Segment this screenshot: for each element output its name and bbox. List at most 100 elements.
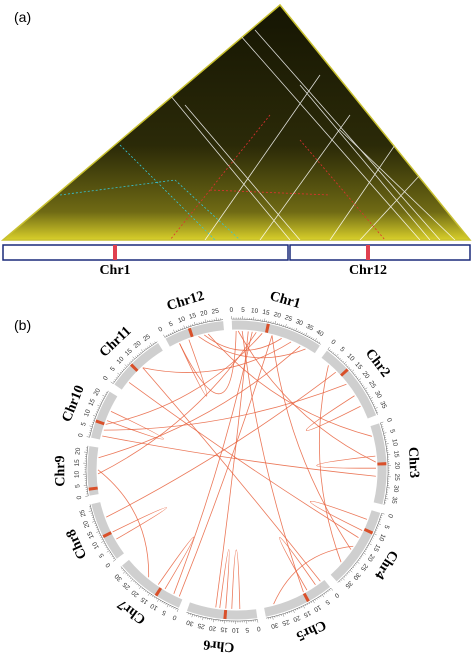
minor-tick: [140, 349, 144, 352]
minor-tick: [352, 566, 355, 568]
minor-tick: [264, 318, 266, 322]
minor-tick: [138, 586, 142, 590]
panel-label: (a): [14, 9, 31, 25]
minor-tick: [301, 606, 303, 609]
minor-tick: [348, 367, 351, 369]
synteny-link: [310, 500, 368, 531]
chromosome-ring: [321, 350, 377, 419]
tick-label: 25: [393, 473, 400, 481]
minor-tick: [295, 328, 298, 331]
minor-tick: [352, 372, 355, 374]
minor-tick: [99, 535, 101, 537]
tick-label: 35: [378, 400, 387, 410]
synteny-link: [106, 410, 164, 440]
tick-label: 0: [157, 326, 164, 334]
minor-tick: [104, 393, 107, 395]
minor-tick: [165, 334, 167, 337]
minor-tick: [169, 332, 171, 335]
tick-label: 35: [343, 579, 353, 589]
tick-label: 15: [392, 450, 400, 458]
tick-label: 5: [388, 429, 396, 435]
tick-label: 25: [121, 580, 131, 590]
tick-label: 10: [312, 603, 322, 613]
minor-tick: [152, 595, 154, 598]
minor-tick: [337, 356, 340, 358]
minor-tick: [380, 421, 384, 424]
tick-label: 15: [74, 459, 81, 467]
tick-label: 10: [116, 355, 126, 365]
minor-tick: [354, 374, 356, 376]
tick-label: 0: [102, 375, 110, 382]
minor-tick: [374, 407, 378, 409]
minor-tick: [155, 597, 158, 600]
chromosome-ring: [114, 343, 163, 390]
tick-label: 20: [93, 387, 103, 397]
minor-tick: [385, 443, 389, 445]
minor-tick: [147, 346, 149, 348]
minor-tick: [96, 411, 98, 413]
minor-tick: [96, 409, 99, 411]
minor-tick: [350, 368, 352, 371]
minor-tick: [373, 533, 377, 536]
minor-tick: [332, 352, 335, 354]
minor-tick: [103, 542, 105, 545]
minor-tick: [92, 415, 96, 417]
tick-label: 20: [292, 614, 302, 623]
minor-tick: [157, 599, 159, 602]
tick-label: 5: [161, 608, 168, 616]
minor-tick: [274, 320, 276, 324]
minor-tick: [312, 600, 315, 604]
tick-label: 10: [346, 353, 356, 363]
minor-tick: [130, 577, 132, 580]
minor-tick: [285, 324, 287, 328]
tick-label: 10: [390, 438, 398, 447]
minor-tick: [125, 572, 127, 575]
minor-tick: [126, 574, 129, 576]
synteny-link: [179, 330, 237, 395]
minor-tick: [181, 327, 183, 330]
tick-label: 30: [270, 621, 279, 630]
minor-tick: [102, 397, 105, 399]
minor-tick: [169, 605, 171, 607]
synteny-link: [316, 455, 376, 469]
minor-tick: [330, 588, 334, 591]
tick-label: 10: [83, 408, 92, 418]
tick-label: 0: [386, 513, 394, 519]
minor-tick: [371, 399, 373, 401]
chromosome-ring: [91, 501, 125, 559]
minor-tick: [336, 353, 339, 357]
minor-tick: [315, 338, 317, 341]
minor-tick: [299, 331, 301, 333]
minor-tick: [154, 341, 156, 344]
minor-tick: [334, 353, 336, 355]
chromosome-label: Chr1: [99, 263, 130, 278]
minor-tick: [117, 375, 119, 377]
minor-tick: [370, 397, 373, 399]
tick-label: 5: [80, 421, 88, 427]
minor-tick: [86, 436, 90, 438]
minor-tick: [307, 603, 309, 606]
minor-tick: [289, 326, 291, 329]
tick-label: 0: [333, 591, 340, 599]
tick-label: 10: [251, 307, 259, 315]
synteny-link: [271, 335, 352, 550]
tick-label: 20: [273, 311, 282, 320]
minor-tick: [147, 593, 150, 596]
minor-tick: [340, 579, 343, 581]
minor-tick: [385, 498, 389, 500]
centromere: [154, 587, 163, 597]
minor-tick: [100, 537, 102, 539]
minor-tick: [355, 563, 357, 565]
tick-label: 25: [211, 308, 219, 316]
tick-label: 20: [82, 519, 91, 529]
tick-label: 15: [262, 309, 271, 317]
minor-tick: [148, 345, 151, 347]
minor-tick: [102, 394, 106, 397]
minor-tick: [141, 587, 143, 590]
minor-tick: [376, 527, 378, 529]
tick-label: 20: [393, 462, 400, 470]
minor-tick: [272, 616, 274, 620]
minor-tick: [327, 346, 330, 350]
tick-label: 10: [91, 540, 101, 550]
minor-tick: [149, 342, 152, 346]
